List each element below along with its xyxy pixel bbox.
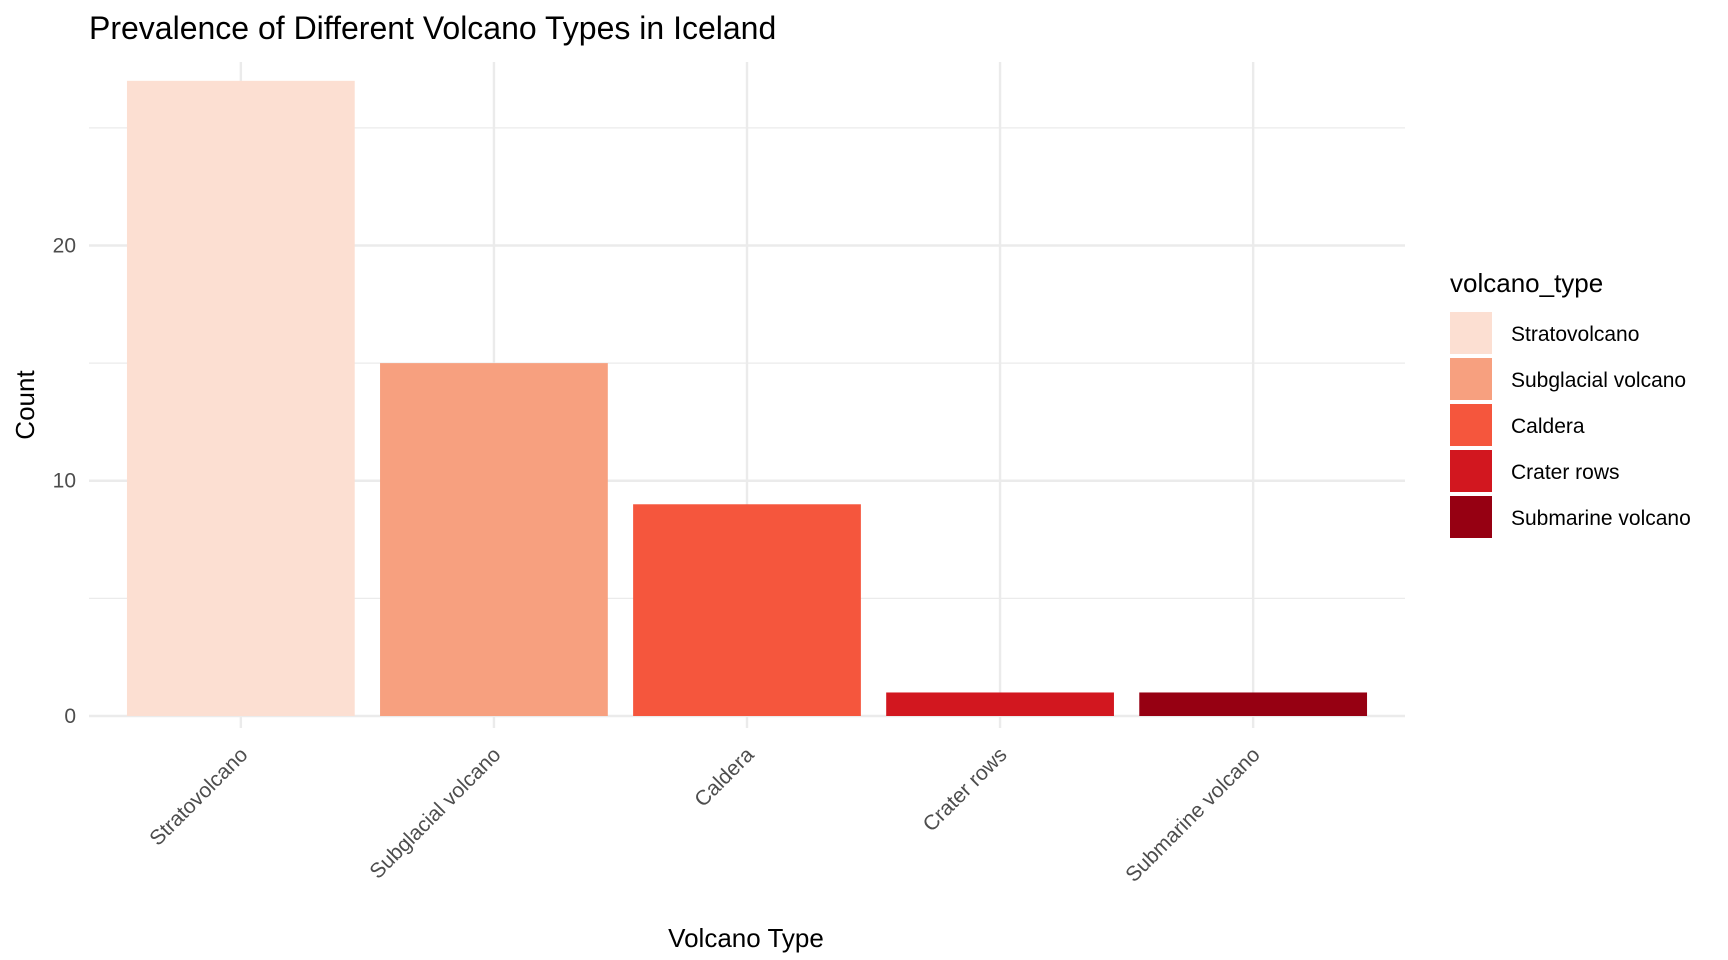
x-tick-label: Subglacial volcano xyxy=(365,743,505,883)
legend-label: Submarine volcano xyxy=(1511,507,1691,530)
bar xyxy=(380,363,608,716)
bar xyxy=(1139,692,1368,716)
legend-title: volcano_type xyxy=(1450,268,1603,298)
legend-label: Crater rows xyxy=(1511,461,1620,484)
plot-area: Stratovolcano Subglacial volcano Caldera Cr… xyxy=(53,62,1405,887)
legend-key xyxy=(1450,312,1492,354)
x-tick-label: Caldera xyxy=(690,743,758,811)
bar xyxy=(886,692,1114,716)
legend-key xyxy=(1450,450,1492,492)
chart-title: Prevalence of Different Volcano Types in… xyxy=(89,10,776,46)
x-axis-title: Volcano Type xyxy=(668,923,824,953)
bar xyxy=(633,504,861,716)
y-tick-label: 0 xyxy=(64,705,76,728)
y-axis-title: Count xyxy=(10,370,40,440)
legend-label: Stratovolcano xyxy=(1511,323,1639,346)
x-tick-label: Crater rows xyxy=(919,743,1012,836)
legend-key xyxy=(1450,358,1492,400)
y-axis-ticks: 0 10 20 xyxy=(53,234,76,728)
x-tick-label: Stratovolcano xyxy=(145,743,252,850)
legend-label: Caldera xyxy=(1511,415,1585,438)
y-tick-label: 10 xyxy=(53,470,76,493)
y-tick-label: 20 xyxy=(53,234,76,257)
legend-label: Subglacial volcano xyxy=(1511,369,1686,392)
legend-items: Stratovolcano Subglacial volcano Caldera Cr… xyxy=(1450,312,1691,538)
legend-key xyxy=(1450,404,1492,446)
bar xyxy=(126,80,355,717)
x-axis-ticks: Stratovolcano Subglacial volcano Caldera Cr… xyxy=(145,716,1265,887)
x-tick-label: Submarine volcano xyxy=(1121,743,1264,886)
bars xyxy=(126,80,1368,717)
legend: volcano_type Stratovolcano Subglacial vol… xyxy=(1450,268,1691,538)
legend-key xyxy=(1450,496,1492,538)
